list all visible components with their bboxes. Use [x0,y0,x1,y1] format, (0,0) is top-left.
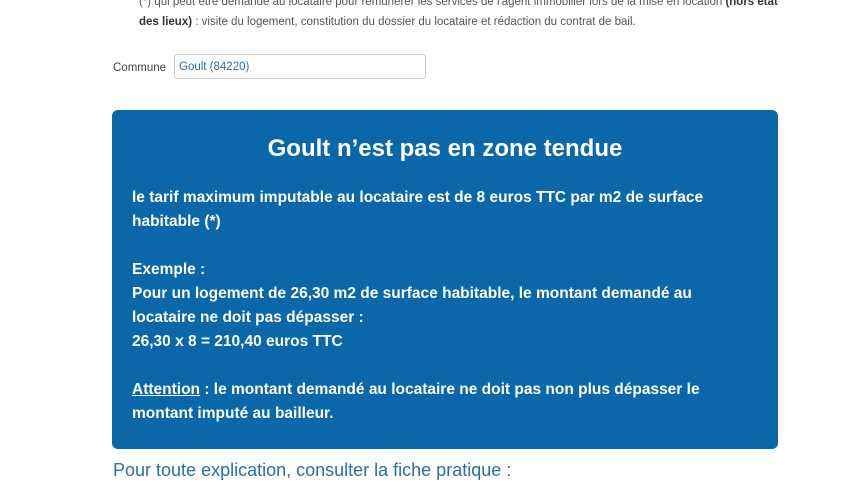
attention-block: Attention : le montant demandé au locata… [132,378,758,426]
tarif-text: le tarif maximum imputable au locataire … [132,189,704,230]
intro-text-end: : visite du logement, constitution du do… [192,16,636,28]
exemple-block: Exemple : Pour un logement de 26,30 m2 d… [132,258,758,354]
attention-label: Attention [132,381,201,398]
intro-text: (*) qui peut être demandé au locataire p… [139,0,726,8]
attention-text: : le montant demandé au locataire ne doi… [132,381,700,422]
commune-input[interactable] [174,54,426,79]
exemple-text: Pour un logement de 26,30 m2 de surface … [132,285,692,326]
calcul-text: 26,30 x 8 = 210,40 euros TTC [132,333,343,350]
result-title: Goult n’est pas en zone tendue [267,135,623,162]
commune-label: Commune [113,62,167,74]
exemple-label: Exemple : [132,261,206,278]
fiche-pratique-heading: Pour toute explication, consulter la fic… [113,460,512,480]
result-panel: Goult n’est pas en zone tendue le tarif … [112,110,778,449]
intro-footnote: (*) qui peut être demandé au locataire p… [139,0,789,32]
intro-bold: (hors état des lieux) [139,0,778,28]
